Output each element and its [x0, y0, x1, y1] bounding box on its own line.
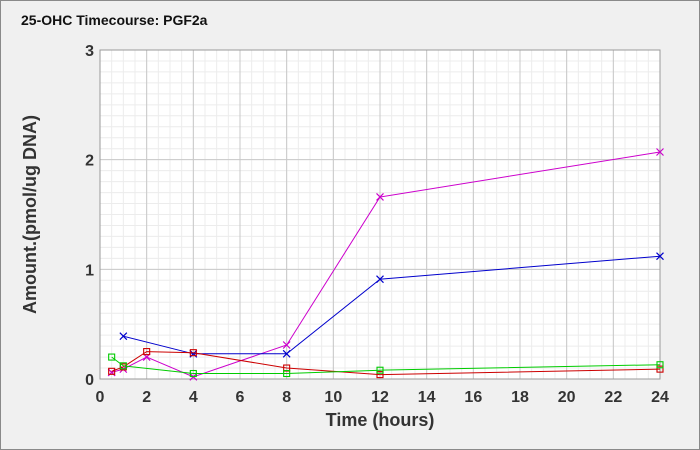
data-point-marker	[376, 193, 384, 201]
data-point-marker	[119, 332, 128, 341]
data-point-marker	[108, 367, 116, 375]
data-point-marker	[376, 366, 384, 374]
data-point-marker	[108, 353, 116, 361]
series-line	[111, 351, 661, 376]
data-point-marker	[656, 148, 664, 156]
series-3	[108, 348, 664, 379]
data-point-marker	[656, 365, 664, 373]
y-tick-label: 3	[85, 43, 94, 60]
x-tick-label: 0	[96, 389, 105, 406]
data-point-marker	[656, 361, 664, 369]
y-tick-label: 0	[85, 372, 94, 389]
x-tick-label: 10	[324, 389, 342, 406]
series-line	[111, 356, 661, 374]
series-4	[108, 353, 664, 378]
x-tick-label: 8	[282, 389, 291, 406]
series-2	[119, 252, 664, 358]
x-tick-label: 2	[142, 389, 151, 406]
series-layer	[107, 148, 664, 381]
plot-border	[99, 49, 661, 380]
x-axis-label: Time (hours)	[326, 410, 435, 430]
data-point-marker	[119, 362, 127, 370]
data-point-marker	[656, 252, 664, 261]
data-point-marker	[376, 275, 384, 284]
x-tick-label: 20	[558, 389, 576, 406]
chart-title: 25-OHC Timecourse: PGF2a	[21, 12, 208, 28]
x-tick-label: 16	[464, 389, 482, 406]
x-tick-label: 6	[236, 389, 245, 406]
x-tick-label: 14	[418, 389, 436, 406]
data-point-marker	[143, 348, 151, 356]
data-point-marker	[189, 369, 197, 378]
data-point-marker	[189, 349, 197, 357]
data-point-marker	[282, 341, 291, 349]
x-tick-label: 18	[511, 389, 529, 406]
x-tick-label: 22	[604, 389, 622, 406]
x-tick-label: 12	[371, 389, 389, 406]
x-axis-ticks: 0 2 4 6 8 10 12 14 16 18 20 22 24	[96, 389, 669, 406]
y-axis-label: Amount.(pmol/ug DNA)	[20, 115, 40, 314]
y-axis-ticks: 0 1 2 3	[85, 43, 94, 389]
data-point-marker	[283, 369, 291, 378]
data-point-marker	[282, 349, 291, 358]
x-tick-label: 24	[651, 389, 669, 406]
y-tick-label: 1	[85, 262, 94, 279]
x-tick-label: 4	[189, 389, 198, 406]
data-point-marker	[376, 371, 384, 379]
y-tick-label: 2	[85, 153, 94, 170]
